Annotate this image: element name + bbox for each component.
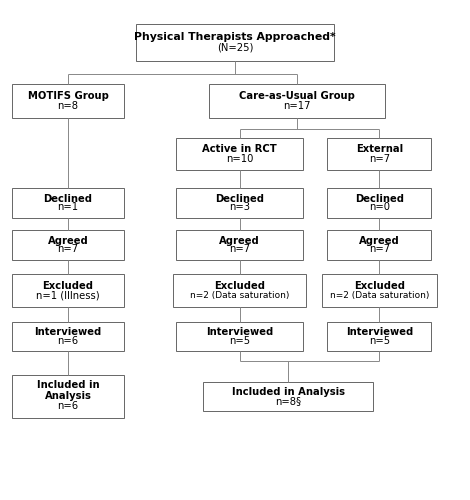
Text: n=10: n=10 [226, 154, 253, 164]
FancyBboxPatch shape [12, 322, 125, 352]
FancyBboxPatch shape [176, 230, 303, 260]
FancyBboxPatch shape [173, 274, 306, 307]
FancyBboxPatch shape [176, 188, 303, 218]
Text: Declined: Declined [355, 194, 404, 203]
Text: (N=25): (N=25) [217, 43, 253, 53]
FancyBboxPatch shape [328, 138, 431, 170]
Text: Interviewed: Interviewed [206, 327, 273, 337]
Text: n=2 (Data saturation): n=2 (Data saturation) [329, 291, 429, 300]
Text: n=6: n=6 [57, 336, 78, 345]
Text: n=7: n=7 [369, 244, 390, 254]
FancyBboxPatch shape [328, 230, 431, 260]
Text: Agreed: Agreed [359, 236, 400, 246]
Text: n=8: n=8 [57, 101, 78, 111]
Text: Interviewed: Interviewed [346, 327, 413, 337]
Text: Declined: Declined [44, 194, 93, 203]
FancyBboxPatch shape [136, 24, 334, 61]
Text: Care-as-Usual Group: Care-as-Usual Group [239, 92, 355, 102]
FancyBboxPatch shape [328, 322, 431, 352]
FancyBboxPatch shape [12, 188, 125, 218]
Text: Active in RCT: Active in RCT [202, 144, 277, 154]
FancyBboxPatch shape [321, 274, 437, 307]
Text: n=7: n=7 [229, 244, 250, 254]
FancyBboxPatch shape [12, 274, 125, 307]
Text: n=3: n=3 [229, 202, 250, 212]
Text: Analysis: Analysis [45, 391, 92, 401]
Text: n=1: n=1 [57, 202, 78, 212]
Text: Interviewed: Interviewed [34, 327, 102, 337]
Text: n=7: n=7 [57, 244, 78, 254]
Text: n=7: n=7 [369, 154, 390, 164]
Text: Excluded: Excluded [43, 281, 94, 291]
Text: n=17: n=17 [283, 101, 311, 111]
Text: Agreed: Agreed [47, 236, 88, 246]
Text: n=5: n=5 [229, 336, 250, 345]
Text: Included in: Included in [37, 380, 99, 390]
FancyBboxPatch shape [209, 84, 385, 118]
Text: External: External [356, 144, 403, 154]
Text: Excluded: Excluded [354, 281, 405, 291]
FancyBboxPatch shape [176, 322, 303, 352]
Text: MOTIFS Group: MOTIFS Group [28, 92, 109, 102]
FancyBboxPatch shape [12, 376, 125, 418]
Text: Physical Therapists Approached*: Physical Therapists Approached* [134, 32, 336, 42]
Text: n=0: n=0 [369, 202, 390, 212]
Text: Agreed: Agreed [219, 236, 260, 246]
FancyBboxPatch shape [176, 138, 303, 170]
Text: n=8§: n=8§ [275, 396, 301, 406]
Text: Included in Analysis: Included in Analysis [232, 387, 345, 397]
Text: Declined: Declined [215, 194, 264, 203]
Text: n=1 (Illness): n=1 (Illness) [36, 290, 100, 300]
Text: n=6: n=6 [57, 402, 78, 411]
FancyBboxPatch shape [328, 188, 431, 218]
Text: n=5: n=5 [369, 336, 390, 345]
FancyBboxPatch shape [12, 84, 125, 118]
Text: n=2 (Data saturation): n=2 (Data saturation) [190, 291, 289, 300]
FancyBboxPatch shape [204, 382, 373, 412]
Text: Excluded: Excluded [214, 281, 265, 291]
FancyBboxPatch shape [12, 230, 125, 260]
